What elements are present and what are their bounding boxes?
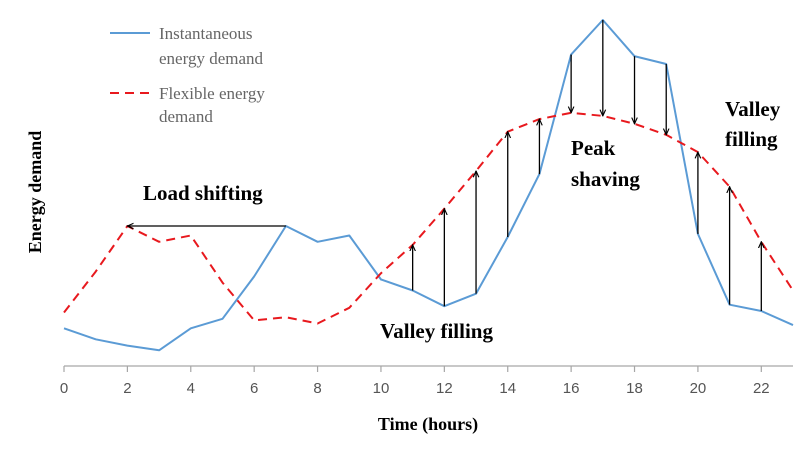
x-tick-label-4: 4 xyxy=(187,380,195,397)
x-ticks: 0 2 4 6 8 10 12 14 16 18 20 22 xyxy=(60,366,770,397)
series-layer xyxy=(63,19,794,352)
annotation-load-shifting: Load shifting xyxy=(143,181,263,205)
x-axis-title: Time (hours) xyxy=(378,414,478,435)
x-tick-label-8: 8 xyxy=(313,380,321,397)
legend-label-flexible-line-1: Flexible energy xyxy=(159,84,265,103)
legend-entry-instantaneous: Instantaneous energy demand xyxy=(110,24,264,68)
x-tick-label-14: 14 xyxy=(499,380,516,397)
annotation-valley-filling-mid: Valley filling xyxy=(380,319,493,343)
x-tick-label-12: 12 xyxy=(436,380,453,397)
series-line-instantaneous xyxy=(63,19,794,352)
series-line-flexible xyxy=(63,111,794,325)
annotation-peak-shaving-line-2: shaving xyxy=(571,167,640,191)
legend: Instantaneous energy demand Flexible ene… xyxy=(110,24,265,126)
x-tick-label-22: 22 xyxy=(753,380,770,397)
arrow-layer xyxy=(127,20,761,311)
x-tick-label-2: 2 xyxy=(123,380,131,397)
x-tick-label-0: 0 xyxy=(60,380,68,397)
y-axis-title: Energy demand xyxy=(25,131,45,254)
annotation-valley-filling-right-line-1: Valley xyxy=(725,97,781,121)
x-tick-label-6: 6 xyxy=(250,380,258,397)
x-tick-label-20: 20 xyxy=(690,380,707,397)
x-tick-label-10: 10 xyxy=(373,380,390,397)
legend-entry-flexible: Flexible energy demand xyxy=(110,84,265,126)
legend-label-flexible-line-2: demand xyxy=(159,107,213,126)
x-tick-label-16: 16 xyxy=(563,380,580,397)
x-tick-label-18: 18 xyxy=(626,380,643,397)
legend-label-instantaneous-line-2: energy demand xyxy=(159,49,264,68)
x-axis: 0 2 4 6 8 10 12 14 16 18 20 22 xyxy=(60,365,793,397)
annotation-peak-shaving-line-1: Peak xyxy=(571,136,616,160)
annotation-valley-filling-right-line-2: filling xyxy=(725,127,778,151)
legend-label-instantaneous-line-1: Instantaneous xyxy=(159,24,252,43)
